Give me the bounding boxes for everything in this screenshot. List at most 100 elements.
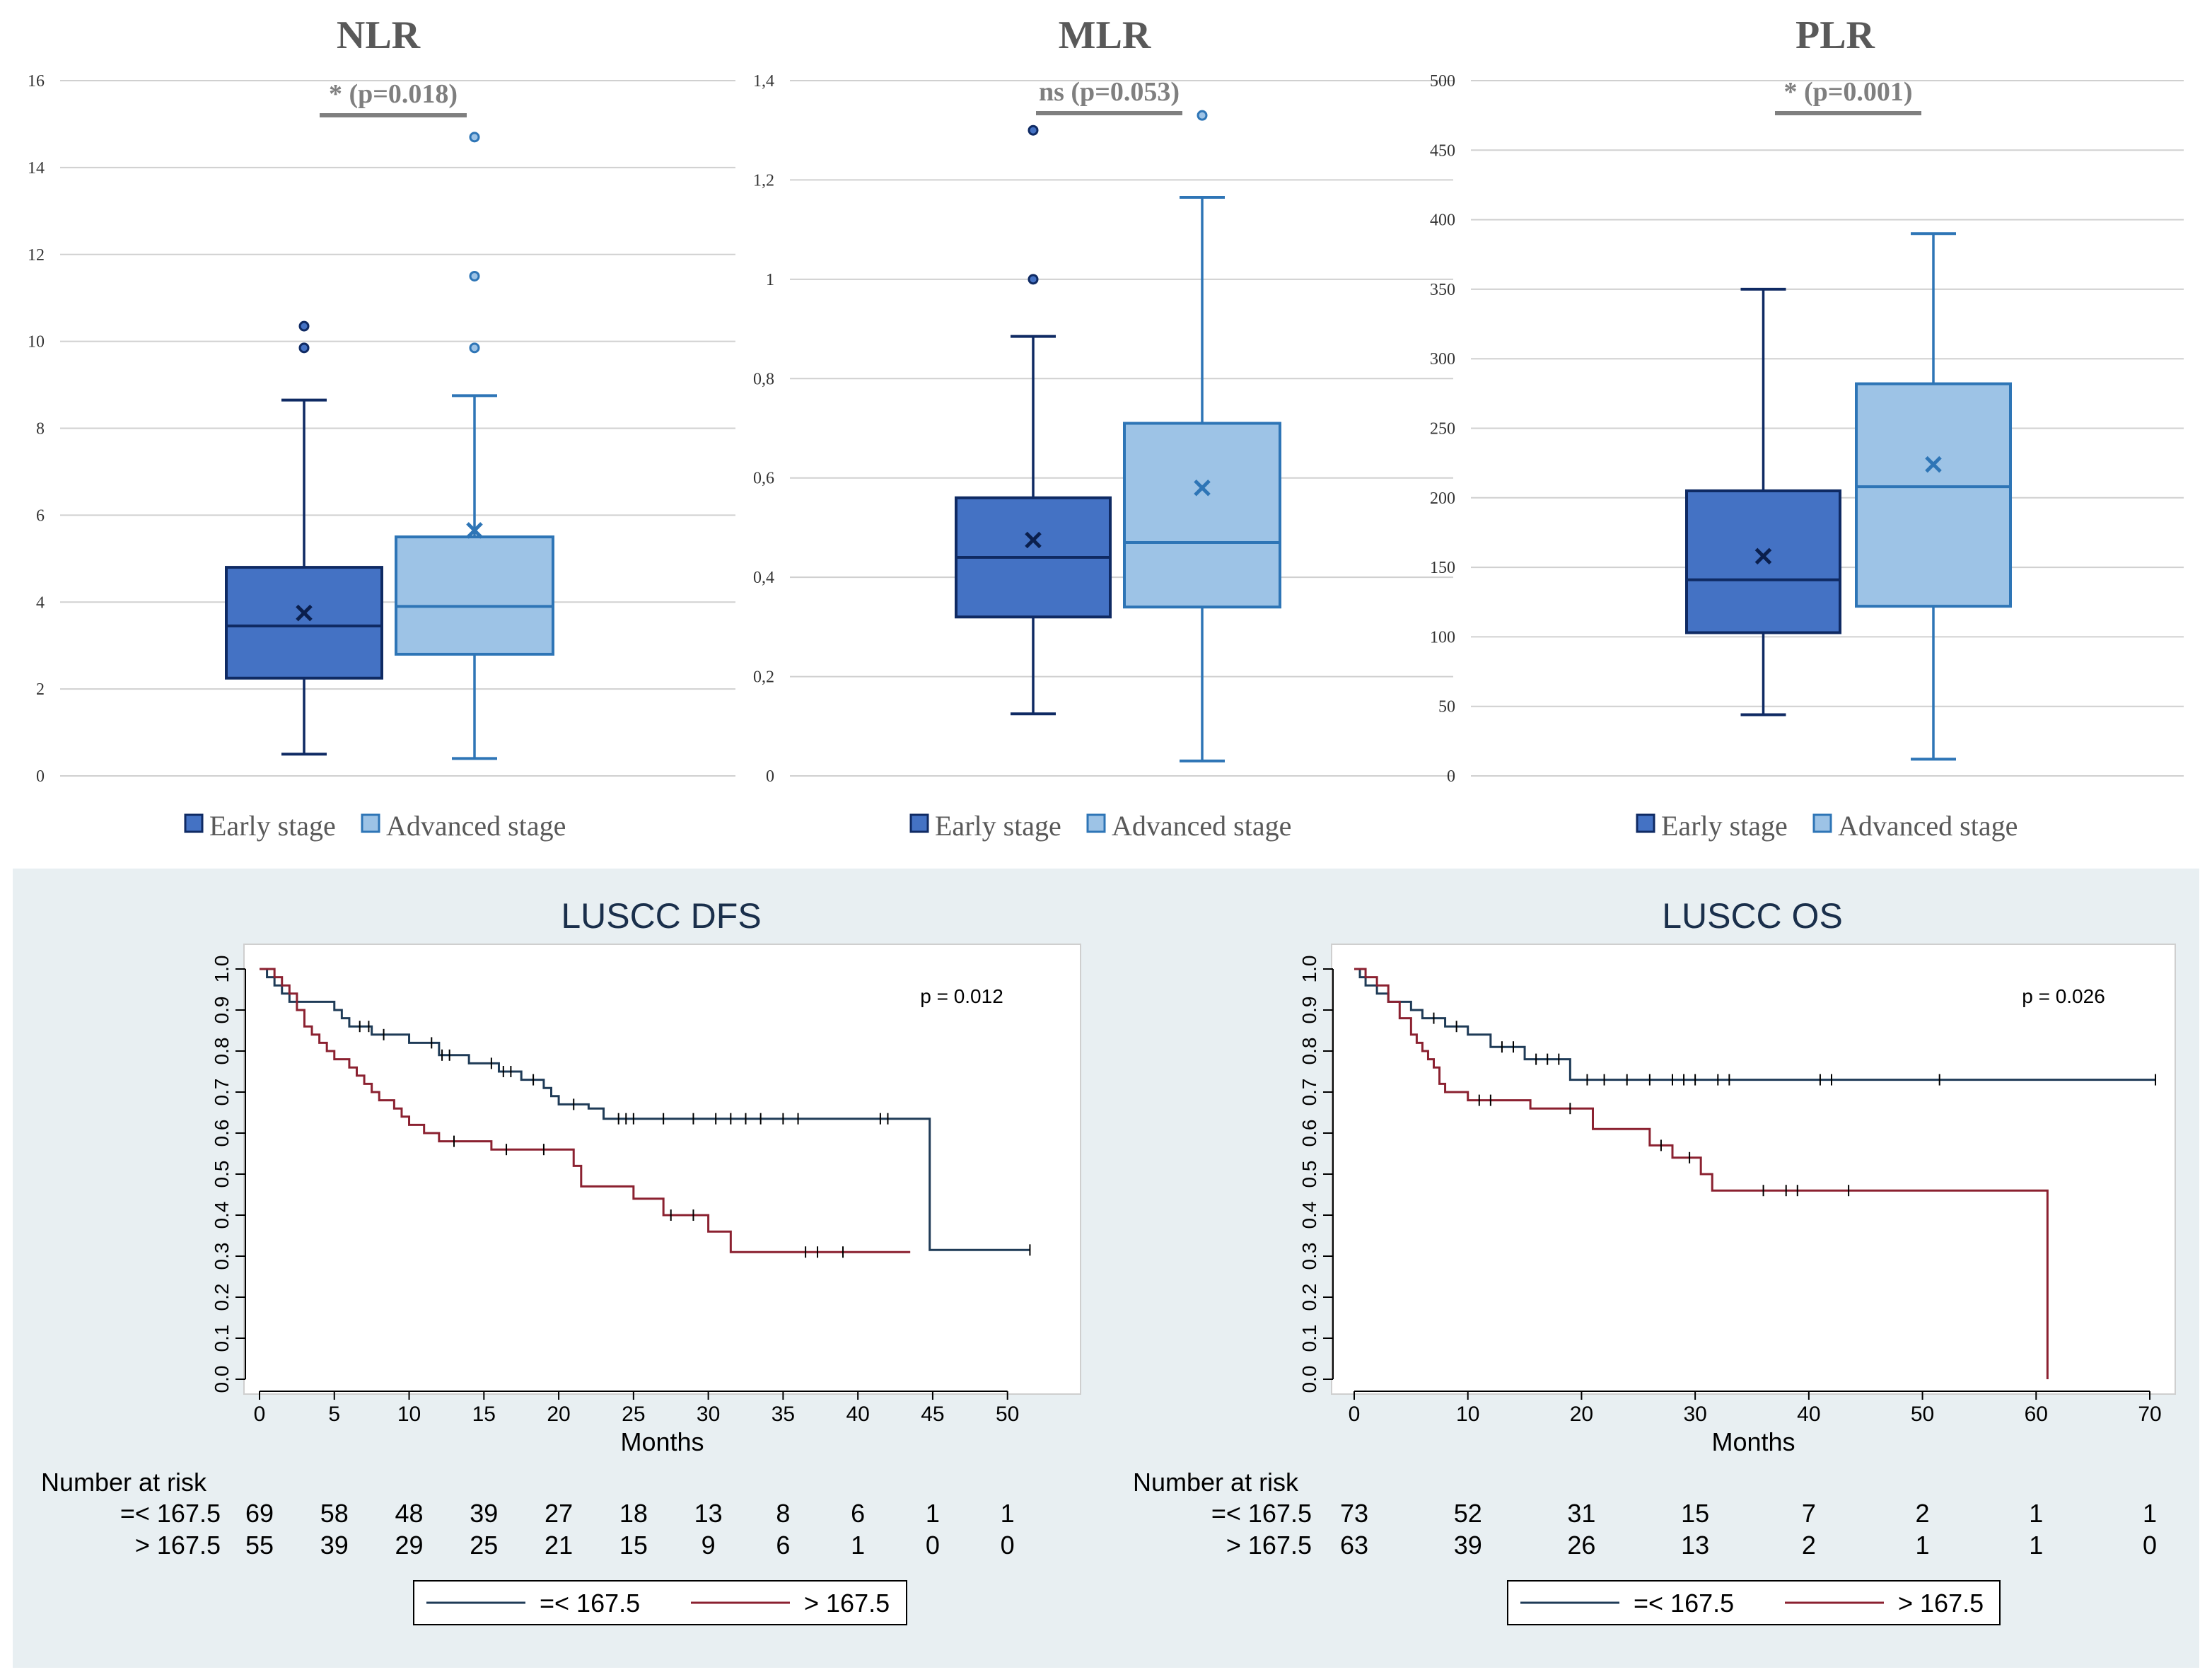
y-tick-label: 500 xyxy=(1430,72,1455,91)
plot-area xyxy=(1331,944,2176,1395)
legend: Early stage Advanced stage xyxy=(1636,810,2018,842)
risk-count: 55 xyxy=(245,1531,274,1560)
y-tick-label: 0.1 xyxy=(1298,1325,1320,1352)
risk-row-label: > 167.5 xyxy=(1226,1531,1312,1560)
legend-label-advanced: Advanced stage xyxy=(386,810,566,842)
boxplot-panel-mlr: MLR 0 0,2 0,4 0,6 0,8 1 1,2 1,4 ns (p=0.053) Early… xyxy=(753,13,1453,842)
risk-count: 58 xyxy=(320,1499,349,1528)
y-tick-label: 1.0 xyxy=(1298,956,1320,983)
y-tick-label: 0 xyxy=(36,767,45,786)
y-tick-label: 0.9 xyxy=(1298,997,1320,1024)
x-tick-label: 30 xyxy=(697,1403,720,1426)
y-tick-label: 350 xyxy=(1430,281,1455,299)
box-iqr xyxy=(1855,382,2012,608)
significance-label: * (p=0.001) xyxy=(1783,77,1912,107)
risk-count: 1 xyxy=(2029,1499,2043,1528)
risk-count: 0 xyxy=(2143,1531,2157,1560)
legend: Early stage Advanced stage xyxy=(184,810,566,842)
boxplot-panel-plr: PLR 0 50 100 150 200 250 300 350 400 450 500 * (p=0.… xyxy=(1430,13,2184,842)
box-iqr xyxy=(225,566,383,680)
risk-table-title: Number at risk xyxy=(41,1468,207,1497)
y-tick-label: 10 xyxy=(28,333,45,352)
risk-count: 1 xyxy=(926,1499,940,1528)
x-axis-label: Months xyxy=(1711,1427,1795,1456)
box-iqr xyxy=(1685,489,1841,634)
risk-count: 1 xyxy=(1916,1531,1930,1560)
km-legend: =< 167.5 > 167.5 xyxy=(413,1580,907,1625)
risk-count: 7 xyxy=(1802,1499,1816,1528)
chart-title: PLR xyxy=(1795,13,1875,57)
significance-label: * (p=0.018) xyxy=(329,79,458,109)
risk-count: 0 xyxy=(926,1531,940,1560)
y-tick-label: 250 xyxy=(1430,420,1455,439)
risk-count: 2 xyxy=(1916,1499,1930,1528)
risk-count: 6 xyxy=(851,1499,865,1528)
legend-swatch-advanced xyxy=(361,813,380,833)
y-tick-label: 0.4 xyxy=(1298,1202,1320,1229)
legend-swatch-early xyxy=(909,813,929,833)
x-tick-label: 30 xyxy=(1683,1403,1706,1426)
y-tick-label: 0.2 xyxy=(1298,1284,1320,1311)
y-tick-label: 14 xyxy=(28,159,45,178)
risk-count: 1 xyxy=(1001,1499,1015,1528)
x-tick-label: 0 xyxy=(1349,1403,1361,1426)
y-tick-label: 0,6 xyxy=(753,470,774,488)
y-tick-label: 1,2 xyxy=(753,171,774,190)
y-tick-label: 0 xyxy=(1447,767,1455,786)
risk-count: 13 xyxy=(694,1499,723,1528)
p-value-label: p = 0.026 xyxy=(2022,985,2105,1007)
y-tick-label: 4 xyxy=(36,593,45,612)
box-early xyxy=(225,320,383,756)
x-tick-label: 5 xyxy=(328,1403,340,1426)
x-axis-label: Months xyxy=(620,1427,704,1456)
legend-label-early: Early stage xyxy=(1661,810,1788,842)
risk-count: 21 xyxy=(545,1531,573,1560)
risk-count: 1 xyxy=(2029,1531,2043,1560)
y-tick-label: 50 xyxy=(1438,698,1455,716)
y-tick-label: 0.7 xyxy=(211,1079,233,1106)
x-tick-label: 20 xyxy=(1570,1403,1593,1426)
box-iqr xyxy=(1123,422,1281,609)
y-tick-label: 0.4 xyxy=(211,1202,233,1229)
km-curve-high xyxy=(1354,968,2049,1379)
x-tick-label: 15 xyxy=(472,1403,496,1426)
risk-count: 73 xyxy=(1340,1499,1368,1528)
risk-count: 48 xyxy=(395,1499,424,1528)
y-tick-label: 0.6 xyxy=(211,1120,233,1147)
risk-row-label: > 167.5 xyxy=(135,1531,221,1560)
legend-label-low: =< 167.5 xyxy=(1634,1589,1734,1618)
mean-marker xyxy=(1194,479,1211,497)
y-tick-label: 0,2 xyxy=(753,668,774,687)
risk-count: 15 xyxy=(1681,1499,1709,1528)
outlier-point xyxy=(469,270,480,282)
legend-label-high: > 167.5 xyxy=(1898,1589,1984,1618)
chart-title: MLR xyxy=(1059,13,1151,57)
mean-marker xyxy=(296,604,313,622)
outlier-point xyxy=(1028,124,1039,136)
risk-count: 2 xyxy=(1802,1531,1816,1560)
x-tick-label: 10 xyxy=(1456,1403,1479,1426)
legend-label-advanced: Advanced stage xyxy=(1112,810,1291,842)
km-panel-dfs: LUSCC DFS 0.0 0.1 0.2 0.3 0.4 0.5 0.6 0.7 0.8 0.9 1… xyxy=(41,896,1081,1625)
y-tick-label: 0.1 xyxy=(211,1325,233,1352)
box-advanced xyxy=(1855,232,2012,761)
legend-swatch-early xyxy=(1636,813,1655,833)
y-tick-label: 0,4 xyxy=(753,569,774,587)
risk-count: 1 xyxy=(2143,1499,2157,1528)
x-tick-label: 10 xyxy=(397,1403,421,1426)
outlier-point xyxy=(469,132,480,143)
km-curve-low xyxy=(1354,968,2156,1081)
p-value-label: p = 0.012 xyxy=(920,985,1003,1007)
y-tick-label: 0.9 xyxy=(211,997,233,1024)
risk-count: 39 xyxy=(320,1531,349,1560)
risk-row-label: =< 167.5 xyxy=(120,1499,221,1528)
y-tick-label: 0.0 xyxy=(211,1366,233,1393)
km-curve-high xyxy=(260,968,911,1253)
risk-count: 8 xyxy=(776,1499,790,1528)
risk-count: 39 xyxy=(1454,1531,1482,1560)
outlier-point xyxy=(1028,274,1039,285)
y-tick-label: 1,4 xyxy=(753,72,774,91)
km-curve-low xyxy=(260,968,1030,1251)
risk-table-title: Number at risk xyxy=(1133,1468,1299,1497)
chart-title: NLR xyxy=(337,13,421,57)
